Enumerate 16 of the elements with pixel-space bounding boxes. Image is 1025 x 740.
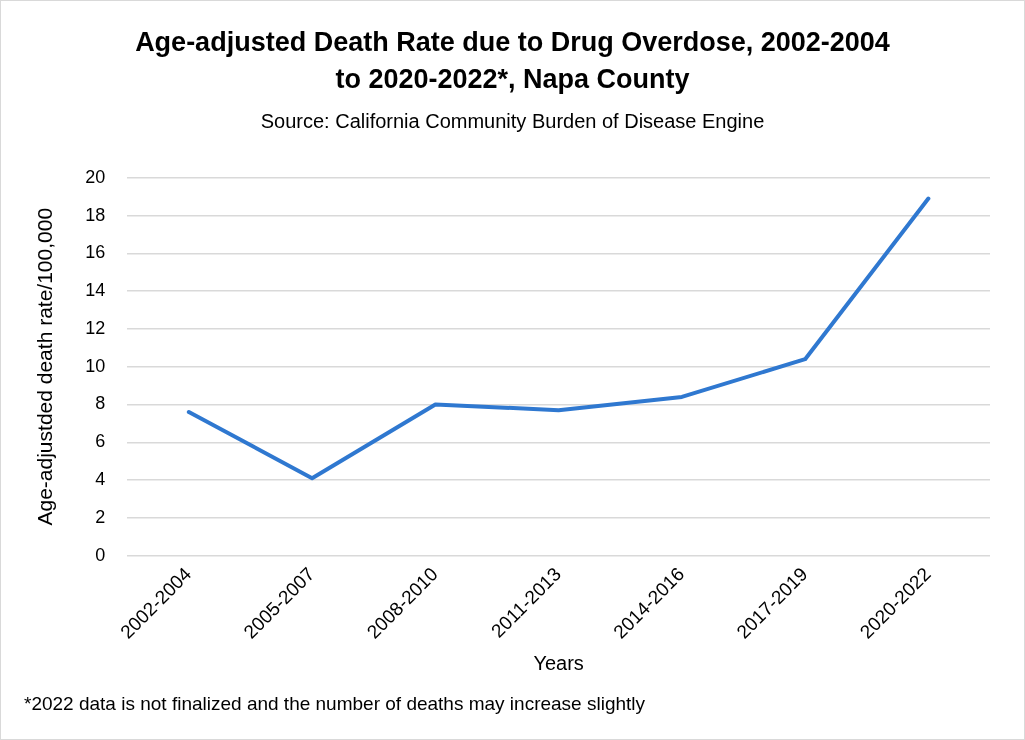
x-axis-title: Years <box>533 651 584 674</box>
chart-subtitle: Source: California Community Burden of Disease Engine <box>259 110 766 133</box>
y-tick-label: 20 <box>85 166 106 187</box>
y-tick-label: 14 <box>85 280 106 301</box>
y-tick-label: 10 <box>85 355 106 376</box>
y-tick-label: 8 <box>95 393 106 414</box>
y-tick-label: 2 <box>95 506 106 527</box>
text: *2022 data is not finalized and the number of deaths may increase slightly <box>24 693 646 715</box>
y-axis-title: Age-adjustded death rate/100,000 <box>33 207 57 526</box>
chart-title: Age-adjusted Death Rate due to Drug Overdose, 2002-2004 to 2020-2022*, Napa County <box>134 26 891 96</box>
y-tick-label: 16 <box>85 242 106 263</box>
y-tick-label: 6 <box>95 431 106 452</box>
y-tick-label: 0 <box>95 544 106 565</box>
y-tick-label: 18 <box>85 204 106 225</box>
y-tick-label: 4 <box>95 469 106 490</box>
y-tick-label: 12 <box>85 317 106 338</box>
